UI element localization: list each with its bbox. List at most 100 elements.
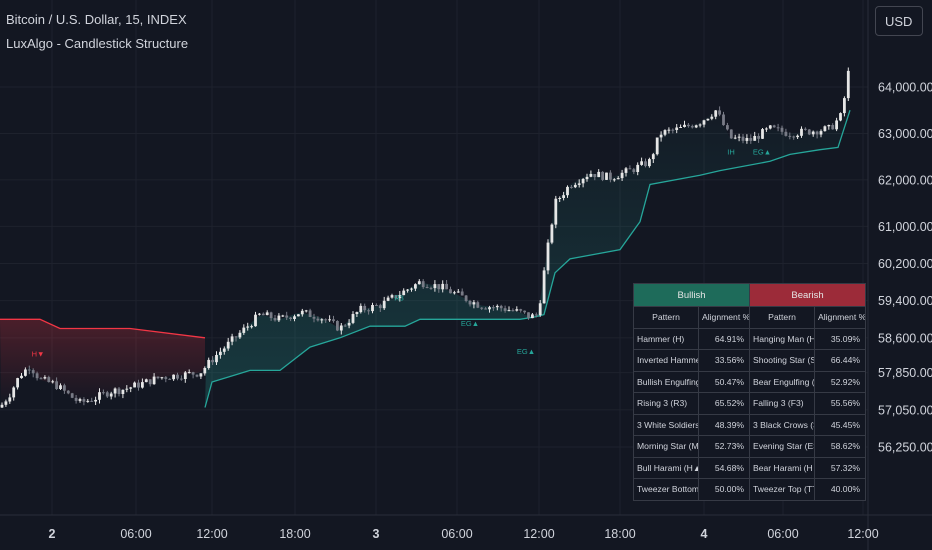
candle-body xyxy=(651,154,655,160)
stats-row: Bullish Engulfing (EG▲)50.47%Bear Engulf… xyxy=(633,370,866,393)
candle-body xyxy=(663,130,667,135)
candle-body xyxy=(495,305,499,308)
candle-body xyxy=(59,385,62,389)
bear-alignment-cell: 55.56% xyxy=(814,392,866,415)
bull-pattern-cell: Inverted Hammer (IH) xyxy=(633,349,699,372)
candle-body xyxy=(753,136,757,141)
bull-alignment-cell: 50.00% xyxy=(698,478,750,501)
candle-body xyxy=(453,292,456,294)
candle-body xyxy=(476,302,480,308)
candle-body xyxy=(776,127,780,129)
candle-body xyxy=(593,174,597,178)
candle-body xyxy=(148,379,152,385)
candle-body xyxy=(129,387,133,389)
bearish-header: Bearish xyxy=(749,283,866,307)
candle-body xyxy=(12,387,16,398)
candle-body xyxy=(258,313,261,315)
candle-body xyxy=(644,161,647,167)
y-tick-label: 56,250.00 xyxy=(878,441,932,455)
candle-body xyxy=(648,159,651,167)
bear-alignment-cell: 45.45% xyxy=(814,413,866,436)
candle-body xyxy=(336,321,339,331)
bull-pattern-cell: Morning Star (MS) xyxy=(633,435,699,458)
candle-body xyxy=(94,399,97,402)
candle-body xyxy=(616,178,620,180)
candle-body xyxy=(804,128,807,130)
bear-pattern-cell: Shooting Star (SS) xyxy=(749,349,815,372)
candle-body xyxy=(800,128,803,136)
candle-body xyxy=(417,281,421,285)
bear-alignment-cell: 66.44% xyxy=(814,349,866,372)
candle-body xyxy=(819,131,823,135)
candle-body xyxy=(468,301,472,305)
candle-body xyxy=(371,305,374,312)
currency-button[interactable]: USD xyxy=(875,6,923,36)
y-tick-label: 58,600.00 xyxy=(878,331,932,345)
bull-alignment-cell: 52.73% xyxy=(698,435,750,458)
bear-pattern-cell: Bear Engulfing (EG▼) xyxy=(749,370,815,393)
candle-body xyxy=(219,351,222,356)
stats-row: Hammer (H)64.91%Hanging Man (HM)35.09% xyxy=(633,327,866,350)
candle-body xyxy=(105,392,109,397)
candle-body xyxy=(573,184,577,188)
candle-body xyxy=(125,388,129,390)
candle-body xyxy=(538,303,542,316)
candle-body xyxy=(351,314,355,323)
bear-alignment-cell: 58.62% xyxy=(814,435,866,458)
candle-body xyxy=(815,131,819,135)
candle-body xyxy=(390,295,394,298)
candle-body xyxy=(515,309,519,311)
x-tick-label: 12:00 xyxy=(847,527,878,541)
y-tick-label: 64,000.00 xyxy=(878,81,932,95)
candle-body xyxy=(269,312,273,319)
stats-row: Morning Star (MS)52.73%Evening Star (ES)… xyxy=(633,435,866,458)
candle-body xyxy=(456,291,460,293)
pattern-label: H▼ xyxy=(32,349,45,358)
candle-body xyxy=(484,308,487,310)
candle-body xyxy=(827,125,831,127)
bear-pattern-cell: 3 Black Crows (3BC) xyxy=(749,413,815,436)
candle-body xyxy=(312,317,316,319)
candle-body xyxy=(577,183,581,185)
candle-body xyxy=(640,161,643,165)
candle-body xyxy=(382,300,386,309)
candle-body xyxy=(16,378,19,388)
bull-alignment-cell: 65.52% xyxy=(698,392,750,415)
candle-body xyxy=(70,393,74,398)
candle-body xyxy=(749,138,753,141)
bull-pattern-cell: Bullish Engulfing (EG▲) xyxy=(633,370,699,393)
candle-body xyxy=(277,315,281,321)
candle-body xyxy=(339,325,343,331)
candle-body xyxy=(620,172,624,179)
bull-alignment-cell: 50.47% xyxy=(698,370,750,393)
bull-alignment-cell: 54.68% xyxy=(698,456,750,479)
candle-body xyxy=(172,374,175,380)
candle-body xyxy=(765,128,768,130)
pattern-label: EG▲ xyxy=(517,347,535,356)
candle-body xyxy=(445,283,448,290)
candle-body xyxy=(562,195,565,198)
candle-body xyxy=(250,326,253,328)
x-tick-label: 06:00 xyxy=(767,527,798,541)
candle-body xyxy=(281,315,285,317)
candle-body xyxy=(784,131,788,136)
candle-body xyxy=(265,312,269,316)
candle-body xyxy=(121,389,125,394)
candle-body xyxy=(207,359,211,368)
candle-body xyxy=(254,314,257,327)
candle-body xyxy=(386,297,390,301)
bull-pattern-cell: Rising 3 (R3) xyxy=(633,392,699,415)
candle-body xyxy=(671,129,675,131)
candle-body xyxy=(398,295,402,299)
bear-pattern-cell: Tweezer Top (TT) xyxy=(749,478,815,501)
bear-pattern-col-header: Pattern xyxy=(749,306,815,329)
bear-pattern-cell: Falling 3 (F3) xyxy=(749,392,815,415)
candle-body xyxy=(792,136,796,138)
candle-body xyxy=(722,114,725,126)
candle-body xyxy=(835,120,838,130)
candle-body xyxy=(355,312,359,314)
candle-body xyxy=(332,319,335,322)
candle-body xyxy=(359,305,363,313)
candle-body xyxy=(503,308,507,311)
candle-body xyxy=(566,186,569,196)
